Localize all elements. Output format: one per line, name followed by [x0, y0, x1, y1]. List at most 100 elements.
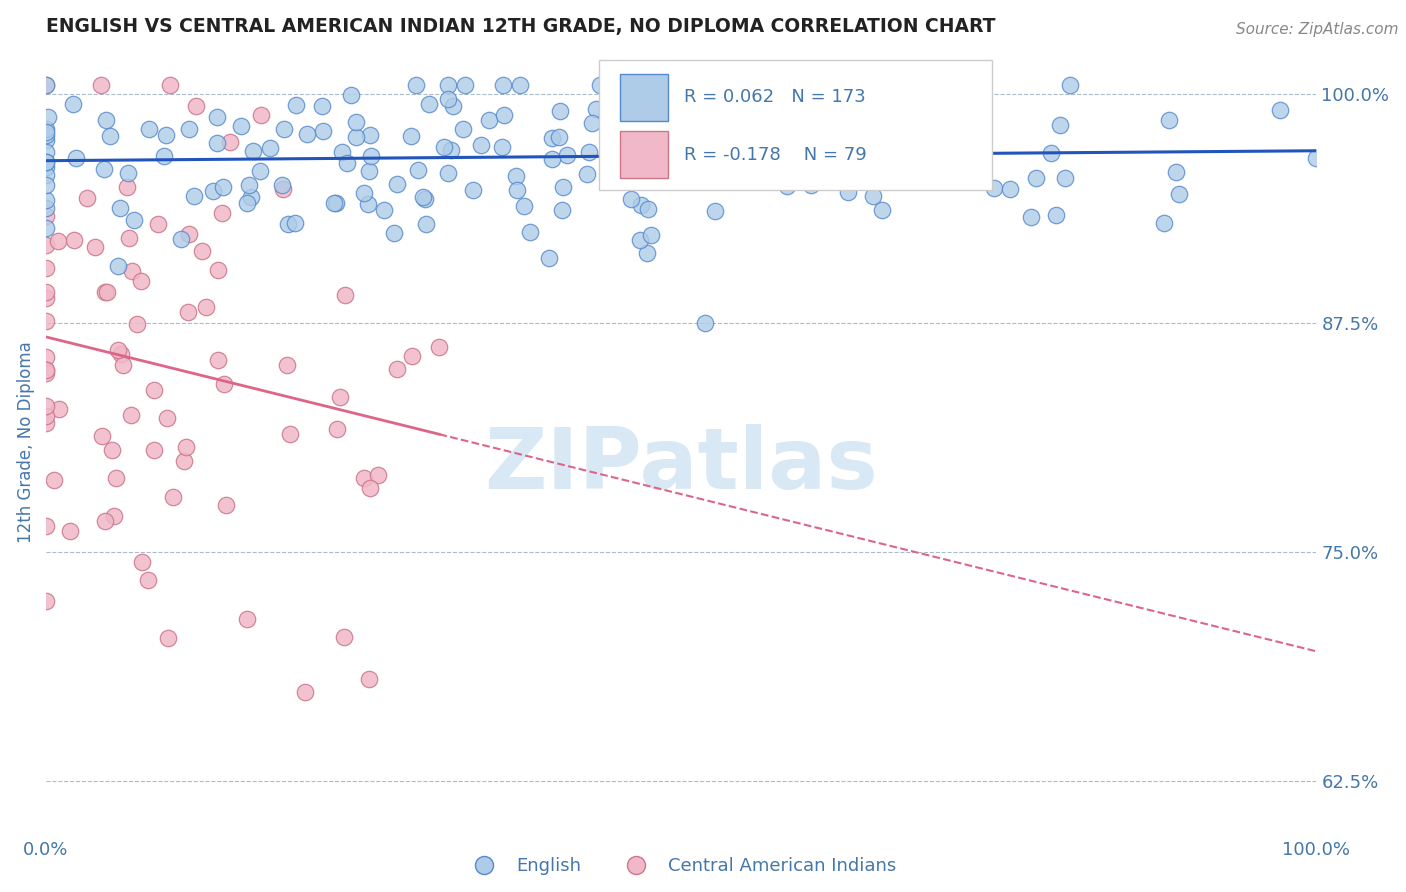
- Legend: English, Central American Indians: English, Central American Indians: [458, 850, 904, 882]
- Point: [786, 132, 808, 146]
- Point: [131, 555, 153, 569]
- Point: [94, 514, 117, 528]
- Point: [631, 139, 654, 153]
- Point: [212, 180, 235, 194]
- Point: [852, 145, 875, 160]
- Point: [647, 132, 669, 146]
- Point: [359, 128, 381, 142]
- Point: [62, 97, 84, 112]
- Point: [415, 192, 437, 206]
- Point: [183, 189, 205, 203]
- Point: [229, 119, 252, 133]
- Point: [121, 264, 143, 278]
- Point: [382, 226, 405, 240]
- Point: [478, 112, 501, 127]
- Point: [437, 93, 460, 107]
- FancyBboxPatch shape: [620, 73, 668, 120]
- Point: [146, 217, 169, 231]
- Point: [35, 261, 58, 276]
- Point: [356, 196, 378, 211]
- Point: [800, 78, 823, 92]
- Point: [540, 131, 562, 145]
- Point: [273, 121, 295, 136]
- Point: [555, 148, 578, 162]
- Point: [35, 363, 58, 377]
- Point: [35, 409, 58, 423]
- Point: [35, 161, 58, 175]
- Point: [1153, 216, 1175, 230]
- Point: [35, 78, 58, 92]
- Point: [681, 84, 703, 98]
- Point: [104, 471, 127, 485]
- Point: [93, 285, 115, 299]
- Point: [657, 146, 679, 161]
- Point: [401, 349, 423, 363]
- Point: [406, 163, 429, 178]
- Point: [800, 122, 823, 136]
- Point: [142, 443, 165, 458]
- Point: [966, 80, 988, 95]
- Point: [311, 124, 333, 138]
- Point: [641, 156, 664, 170]
- Point: [211, 206, 233, 220]
- Text: ZIPatlas: ZIPatlas: [484, 425, 877, 508]
- Point: [177, 305, 200, 319]
- Text: R = -0.178    N = 79: R = -0.178 N = 79: [683, 145, 866, 164]
- Point: [276, 358, 298, 372]
- Point: [129, 274, 152, 288]
- Point: [120, 408, 142, 422]
- Point: [607, 78, 630, 92]
- Point: [589, 78, 612, 92]
- Point: [340, 88, 363, 103]
- Point: [519, 225, 541, 239]
- Point: [429, 340, 451, 354]
- Point: [35, 178, 58, 193]
- Point: [775, 179, 797, 194]
- Point: [48, 402, 70, 417]
- Point: [240, 190, 263, 204]
- Point: [110, 347, 132, 361]
- Point: [636, 245, 658, 260]
- Point: [600, 114, 623, 128]
- Point: [59, 524, 82, 538]
- Point: [412, 189, 434, 203]
- Point: [789, 105, 811, 120]
- Point: [91, 429, 114, 443]
- Point: [219, 135, 242, 149]
- Point: [215, 498, 238, 512]
- Point: [249, 164, 271, 178]
- Point: [329, 390, 352, 404]
- Point: [696, 119, 718, 133]
- Point: [101, 443, 124, 458]
- Point: [585, 102, 607, 116]
- Point: [619, 192, 641, 206]
- Point: [451, 121, 474, 136]
- Point: [548, 103, 571, 118]
- Point: [35, 133, 58, 147]
- Point: [35, 220, 58, 235]
- Point: [111, 358, 134, 372]
- Point: [207, 263, 229, 277]
- Point: [541, 152, 564, 166]
- Point: [236, 612, 259, 626]
- Point: [688, 132, 710, 146]
- Point: [35, 128, 58, 143]
- Point: [156, 411, 179, 425]
- Point: [336, 156, 359, 170]
- Point: [107, 343, 129, 357]
- Point: [242, 144, 264, 158]
- Point: [35, 121, 58, 136]
- Point: [153, 148, 176, 162]
- Point: [35, 155, 58, 169]
- Point: [125, 317, 148, 331]
- Text: ENGLISH VS CENTRAL AMERICAN INDIAN 12TH GRADE, NO DIPLOMA CORRELATION CHART: ENGLISH VS CENTRAL AMERICAN INDIAN 12TH …: [46, 17, 995, 36]
- Point: [703, 204, 725, 219]
- Point: [323, 195, 346, 210]
- Point: [619, 110, 641, 124]
- Point: [98, 128, 121, 143]
- Point: [118, 231, 141, 245]
- Point: [606, 166, 628, 180]
- Point: [509, 78, 531, 92]
- Point: [333, 287, 356, 301]
- Point: [385, 177, 408, 191]
